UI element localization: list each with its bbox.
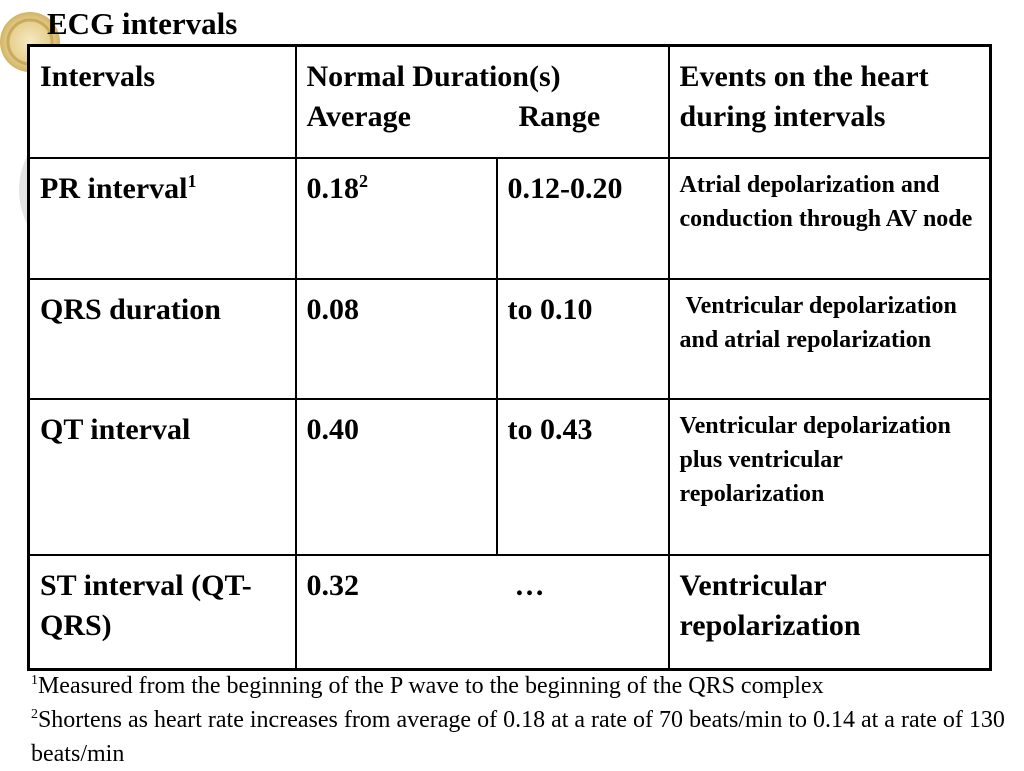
cell-events: Atrial depolarization and conduction thr…: [667, 156, 993, 280]
header-duration-title: Normal Duration(s): [306, 60, 561, 93]
header-intervals: Intervals: [27, 44, 297, 159]
ecg-intervals-table: Intervals Normal Duration(s) Average Ran…: [27, 44, 993, 671]
footnote-2: 2Shortens as heart rate increases from a…: [31, 707, 1005, 767]
header-range: Range: [518, 100, 601, 133]
cell-range: 0.12-0.20: [495, 156, 670, 280]
cell-interval: PR interval1: [27, 156, 297, 280]
cell-average: 0.182: [294, 156, 498, 280]
cell-interval: QT interval: [27, 397, 297, 556]
cell-events: Ventricular depolarization and atrial re…: [667, 277, 993, 400]
cell-range: to 0.43: [495, 397, 670, 556]
cell-range: …: [496, 553, 670, 671]
footnotes: 1Measured from the beginning of the P wa…: [31, 669, 1016, 771]
header-normal-duration: Normal Duration(s) Average Range: [294, 44, 670, 159]
table-row: QRS duration 0.08 to 0.10 Ventricular de…: [27, 277, 993, 400]
cell-average: 0.08: [294, 277, 498, 400]
header-events: Events on the heart during intervals: [667, 44, 993, 159]
cell-events: Ventricular repolarization: [667, 553, 993, 671]
slide-title: ECG intervals: [47, 6, 238, 41]
cell-average: 0.40: [294, 397, 498, 556]
footnote-1: 1Measured from the beginning of the P wa…: [31, 673, 824, 699]
table-row: ST interval (QT-QRS) 0.32 … Ventricular …: [27, 553, 993, 671]
cell-interval: ST interval (QT-QRS): [27, 553, 297, 671]
table-row: QT interval 0.40 to 0.43 Ventricular dep…: [27, 397, 993, 556]
cell-range: to 0.10: [495, 277, 670, 400]
cell-interval: QRS duration: [27, 277, 297, 400]
header-average: Average: [306, 100, 411, 133]
cell-events: Ventricular depolarization plus ventricu…: [667, 397, 993, 556]
table-row: PR interval1 0.182 0.12-0.20 Atrial depo…: [27, 156, 993, 280]
cell-average: 0.32: [294, 553, 497, 671]
table-header-row: Intervals Normal Duration(s) Average Ran…: [27, 44, 993, 159]
